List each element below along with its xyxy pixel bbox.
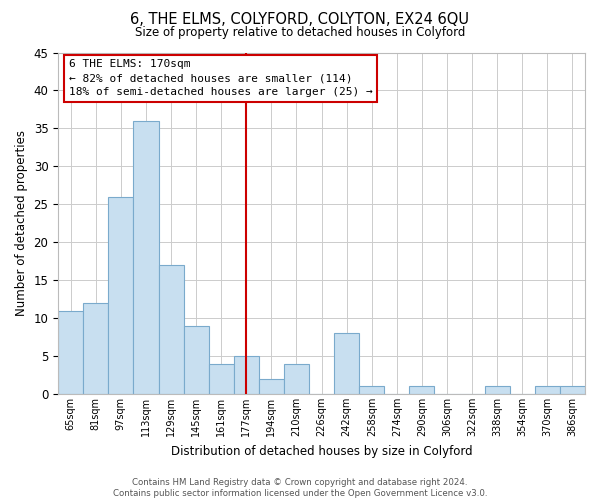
Text: 6 THE ELMS: 170sqm
← 82% of detached houses are smaller (114)
18% of semi-detach: 6 THE ELMS: 170sqm ← 82% of detached hou… <box>68 60 373 98</box>
Bar <box>158 265 184 394</box>
Bar <box>535 386 560 394</box>
Text: Contains HM Land Registry data © Crown copyright and database right 2024.
Contai: Contains HM Land Registry data © Crown c… <box>113 478 487 498</box>
Y-axis label: Number of detached properties: Number of detached properties <box>15 130 28 316</box>
Bar <box>83 303 109 394</box>
Bar <box>133 121 158 394</box>
Bar <box>409 386 434 394</box>
Bar <box>184 326 209 394</box>
Bar <box>560 386 585 394</box>
Bar <box>209 364 234 394</box>
Bar <box>284 364 309 394</box>
Text: Size of property relative to detached houses in Colyford: Size of property relative to detached ho… <box>135 26 465 39</box>
Bar <box>334 334 359 394</box>
Bar <box>259 379 284 394</box>
Bar <box>58 310 83 394</box>
Bar <box>359 386 384 394</box>
Text: 6, THE ELMS, COLYFORD, COLYTON, EX24 6QU: 6, THE ELMS, COLYFORD, COLYTON, EX24 6QU <box>131 12 470 28</box>
X-axis label: Distribution of detached houses by size in Colyford: Distribution of detached houses by size … <box>171 444 472 458</box>
Bar <box>234 356 259 394</box>
Bar <box>485 386 510 394</box>
Bar <box>109 196 133 394</box>
